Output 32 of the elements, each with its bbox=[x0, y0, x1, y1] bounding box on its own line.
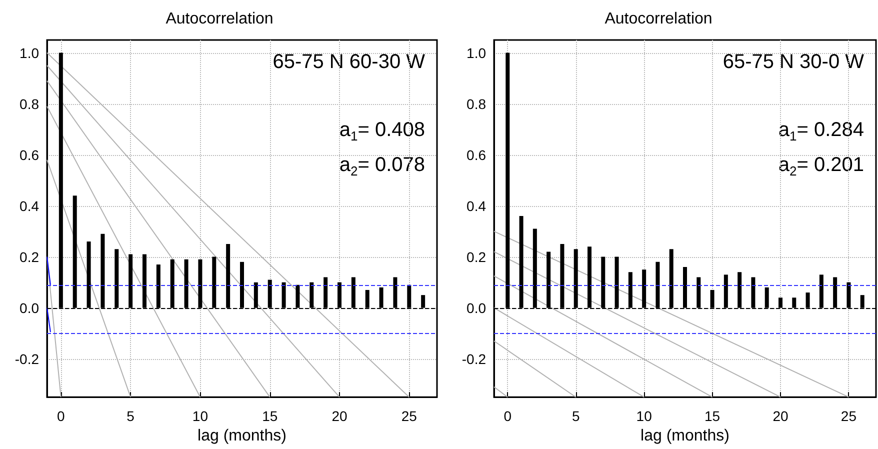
y-tick-label: -0.2 bbox=[14, 350, 40, 367]
x-tick-label: 15 bbox=[262, 408, 278, 424]
x-axis-title: lag (months) bbox=[640, 428, 730, 444]
x-tick-label: 25 bbox=[840, 408, 857, 424]
x-tick-label: 10 bbox=[192, 408, 208, 424]
annotation: 65-75 N 60-30 W bbox=[272, 51, 426, 73]
x-tick-label: 5 bbox=[126, 408, 135, 424]
x-tick-label: 0 bbox=[504, 408, 512, 424]
x-tick-label: 0 bbox=[57, 408, 66, 424]
y-tick-label: 0.0 bbox=[20, 300, 40, 316]
y-tick-label: 0.6 bbox=[466, 146, 486, 163]
y-tick-label: 0.2 bbox=[20, 248, 40, 265]
x-tick-label: 10 bbox=[636, 408, 652, 424]
x-tick-label: 20 bbox=[772, 408, 788, 424]
x-tick-label: 15 bbox=[704, 408, 720, 424]
x-tick-label: 20 bbox=[332, 408, 348, 424]
x-tick-label: 5 bbox=[572, 408, 580, 424]
chart-title: Autocorrelation bbox=[604, 10, 712, 28]
y-tick-label: 0.8 bbox=[20, 96, 40, 112]
x-axis-title: lag (months) bbox=[198, 428, 286, 444]
y-tick-label: 0.0 bbox=[466, 300, 486, 316]
y-tick-label: 0.4 bbox=[466, 198, 486, 214]
y-tick-label: 0.8 bbox=[466, 96, 486, 112]
y-tick-label: 1.0 bbox=[466, 44, 486, 61]
y-tick-label: 0.6 bbox=[20, 146, 40, 163]
annotation: 65-75 N 30-0 W bbox=[722, 51, 864, 73]
x-tick-label: 25 bbox=[401, 408, 418, 424]
chart-title: Autocorrelation bbox=[166, 10, 274, 28]
y-tick-label: -0.2 bbox=[462, 350, 486, 367]
y-tick-label: 0.2 bbox=[466, 248, 486, 265]
y-tick-label: 1.0 bbox=[20, 44, 40, 61]
y-tick-label: 0.4 bbox=[20, 198, 40, 214]
